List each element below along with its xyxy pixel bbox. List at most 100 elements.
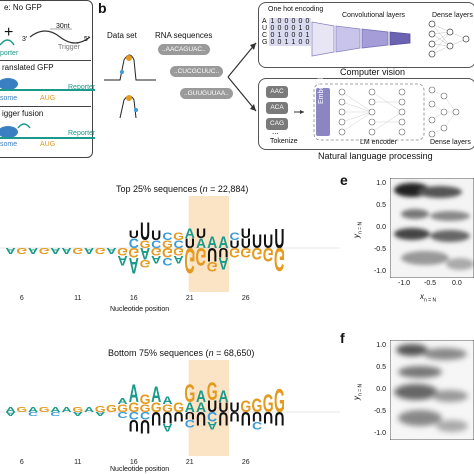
bottom-logo-letter-g: G (207, 379, 218, 406)
top-logo-letter-c: C (230, 230, 240, 242)
e-xtick: 0.0 (452, 280, 462, 287)
top-xtick-label: 21 (186, 295, 194, 300)
lm-connections (341, 89, 457, 135)
top-xtick-label: 16 (130, 295, 138, 300)
panel-a-frame (0, 0, 93, 158)
hairpin-2-bulge (126, 95, 132, 101)
top-xlabel: Nucleotide position (110, 306, 170, 313)
bottom-xtick-label: 16 (130, 459, 138, 464)
bottom-logo-letter-g: G (151, 399, 162, 415)
row-label-c: C (262, 32, 268, 39)
bottom-title-n: n (208, 348, 214, 358)
ribosome-label-2: some (0, 141, 18, 148)
one-hot-matrix: A 1 0 0 0 0 0 U 0 0 0 0 1 0 C 0 1 0 (262, 18, 311, 46)
e-ylabel-var: y (352, 234, 361, 238)
top-logo-letter-u: U (185, 235, 195, 251)
row-label-u: U (262, 25, 268, 32)
top-logo-letter-c: C (151, 238, 161, 250)
split-arrows (227, 42, 257, 112)
bottom-logo-letter-a: A (95, 410, 106, 416)
top-logo-letter-u: U (252, 231, 262, 253)
bottom-logo-letter-g: G (117, 402, 128, 414)
top-logo-letter-u: U (263, 231, 273, 253)
row-label-g: G (262, 39, 268, 46)
bottom-logo-letter-a: A (151, 382, 161, 407)
panel-a-title: e: No GFP (4, 3, 42, 12)
matrix-cell: 0 (276, 39, 283, 46)
aug-label-2: AUG (40, 141, 56, 148)
bottom-xtick-label: 21 (186, 459, 194, 464)
bottom-logo-letter-a: A (196, 399, 206, 415)
bottom-logo-letter-u: U (274, 407, 284, 429)
one-hot-label: One hot encoding (268, 6, 324, 13)
reporter-left-label: porter (0, 50, 19, 57)
top-logo-letter-a: A (50, 246, 61, 255)
dense-node (462, 35, 470, 43)
matrix-cell: 0 (269, 32, 276, 39)
lm-encoder-diagram (294, 83, 460, 141)
matrix-cell: 1 (304, 32, 311, 39)
f-ytick: 0.5 (376, 364, 386, 371)
top-logo-letter-g: G (263, 243, 274, 265)
three-prime-label: 3' (22, 36, 28, 43)
top-logo-letter-g: G (72, 246, 83, 255)
hairpin-1-bulge (126, 55, 132, 61)
matrix-cell: 1 (290, 39, 297, 46)
dataset-hairpins (104, 54, 156, 119)
top-highlight-band (188, 196, 229, 292)
reporter-label-2: Reporter (68, 130, 96, 137)
top-logo-letter-g: G (39, 246, 50, 255)
top-logo-letter-c: C (162, 230, 172, 242)
f-ytick: -1.0 (373, 430, 386, 437)
conv-layer-2 (335, 25, 361, 53)
bottom-logo-letter-u: U (263, 408, 273, 426)
e-ytick: 0.5 (376, 202, 386, 209)
top-logo-title: Top 25% sequences (n = 22,884) (116, 184, 248, 194)
e-density-blobs (394, 183, 474, 270)
dense-node (428, 20, 436, 28)
dense-node (428, 40, 436, 48)
top-title-n: n (202, 184, 208, 194)
bottom-logo-letter-g: G (106, 403, 117, 414)
dense-connections (431, 23, 467, 55)
trigger-strand (29, 30, 91, 44)
bottom-logo-letter-u: U (196, 407, 206, 429)
top-logo-letter-a: A (118, 253, 128, 269)
bottom-logo-letter-c: C (129, 409, 139, 421)
bottom-logo-letter-g: G (39, 406, 50, 414)
density-plot-e (390, 178, 474, 278)
top-logo-letter-u: U (241, 225, 251, 241)
matrix-cell: 1 (283, 39, 290, 46)
rna-sequences-label: RNA sequences (155, 31, 213, 40)
bottom-title-suffix: = 68,650) (213, 348, 255, 358)
top-logo-letter-g: G (16, 246, 27, 255)
top-logo-letter-a: A (207, 234, 217, 252)
top-logo-letter-g: G (140, 238, 151, 250)
hairpin-2-loop (134, 108, 138, 112)
nlp-dense-label: Dense layers (430, 139, 471, 146)
matrix-cell: 0 (269, 25, 276, 32)
top-logo-letter-g: G (173, 245, 184, 257)
dense-node (428, 50, 436, 58)
tokenize-label: Tokenize (270, 138, 298, 145)
sequence-pill-3: ..GUUGUUAA.. (180, 88, 233, 99)
fusion-diagram (0, 123, 95, 139)
top-logo-letter-u: U (140, 219, 150, 246)
conv-layers-label: Convolutional layers (342, 12, 406, 19)
hairpin-1-loop (120, 70, 124, 74)
bottom-logo-letter-u: U (151, 407, 161, 429)
panel-e-xlabel: xn = N (420, 292, 436, 304)
sequence-pill-1: ..AACAGUAC.. (158, 44, 210, 55)
translated-label: ranslated GFP (2, 63, 54, 72)
e-xlabel-var: x (420, 292, 424, 301)
f-ylabel-sub: n = N (357, 383, 364, 396)
bottom-logo-letter-u: U (207, 398, 217, 416)
tokenize-arrow-head (300, 110, 304, 114)
ribosome-label-1: some (0, 95, 18, 102)
bottom-highlight-band (188, 360, 229, 456)
bottom-logo-letter-u: U (230, 399, 240, 415)
conv-layer-4 (389, 31, 411, 46)
top-logo-letter-u: U (274, 223, 284, 255)
bottom-logo-letter-a: A (196, 388, 206, 406)
bottom-logo-letter-g: G (263, 391, 274, 418)
